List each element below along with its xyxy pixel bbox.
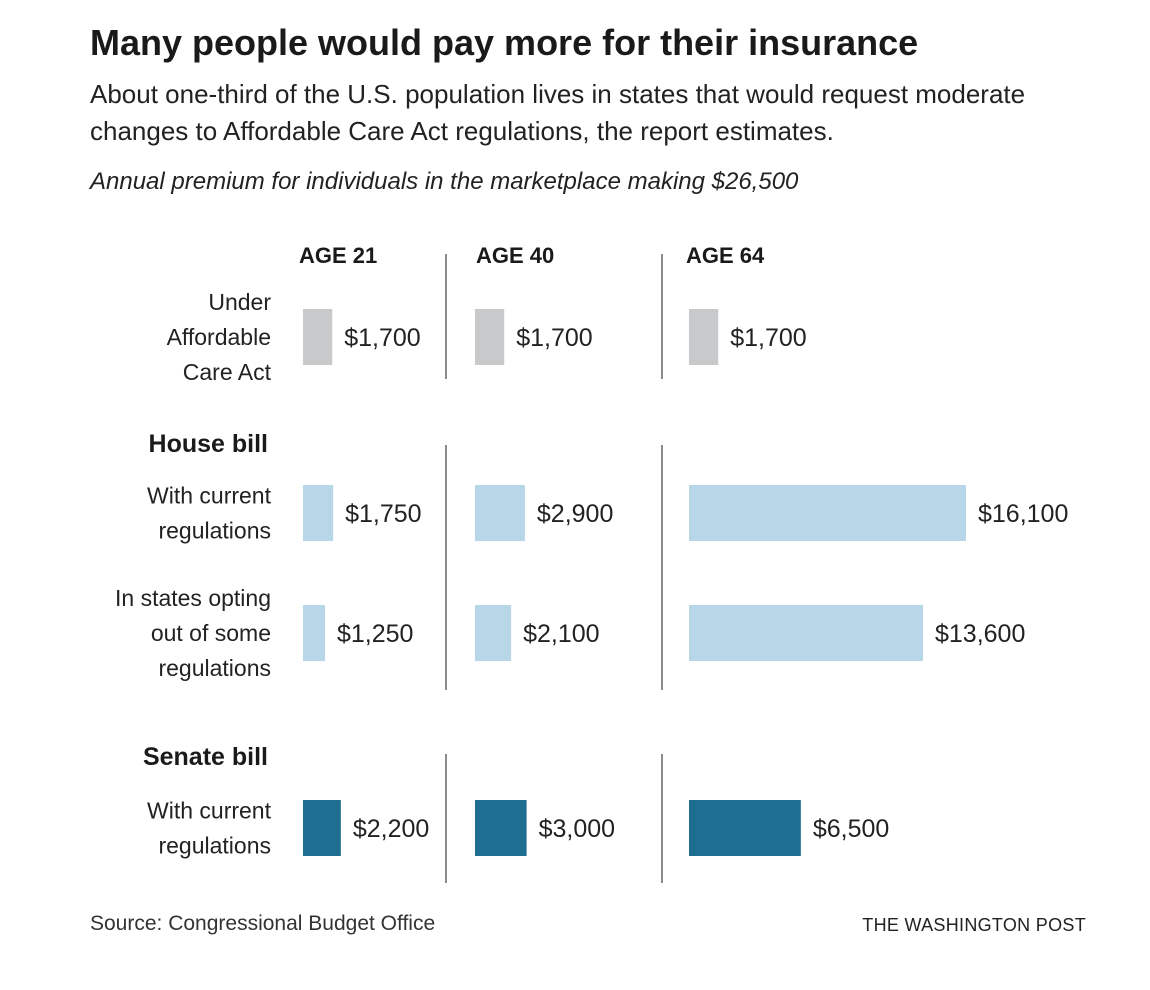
row-label: With current [147,798,272,824]
bar-senate [303,800,341,856]
bar-house [303,485,334,541]
value-label: $1,700 [730,324,806,352]
bar-house [303,605,325,661]
value-label: $3,000 [539,815,615,843]
row-label: Care Act [183,359,272,385]
source-note: Source: Congressional Budget Office [90,912,436,935]
value-label: $6,500 [813,815,889,843]
column-header-age: AGE 21 [299,243,377,268]
row-label: regulations [158,518,271,544]
bar-aca [303,309,333,365]
row-label: regulations [158,655,271,681]
value-label: $1,750 [345,500,421,528]
row-label: In states opting [115,585,271,611]
chart-subtitle: About one-third of the U.S. population l… [90,79,1026,146]
group-label: House bill [149,430,268,458]
bar-house [475,605,512,661]
bar-senate [689,800,801,856]
value-label: $2,900 [537,500,613,528]
bar-house [475,485,525,541]
row-label: Affordable [167,324,271,350]
row-label: With current [147,483,272,509]
bar-house [689,605,923,661]
chart-title: Many people would pay more for their ins… [90,22,919,63]
value-label: $1,250 [337,620,413,648]
publisher-credit: THE WASHINGTON POST [862,915,1086,935]
value-label: $2,100 [523,620,599,648]
row-label: Under [208,289,271,315]
column-header-age: AGE 40 [476,243,554,268]
column-header-age: AGE 64 [686,243,765,268]
row-label: out of some [151,620,271,646]
value-label: $16,100 [978,500,1068,528]
value-label: $2,200 [353,815,429,843]
row-label: regulations [158,833,271,859]
value-label: $13,600 [935,620,1025,648]
bar-house [689,485,966,541]
group-label: Senate bill [143,743,268,771]
bar-senate [475,800,527,856]
value-label: $1,700 [344,324,420,352]
value-label: $1,700 [516,324,592,352]
bar-aca [475,309,505,365]
bar-aca [689,309,719,365]
chart-note: Annual premium for individuals in the ma… [90,168,799,195]
